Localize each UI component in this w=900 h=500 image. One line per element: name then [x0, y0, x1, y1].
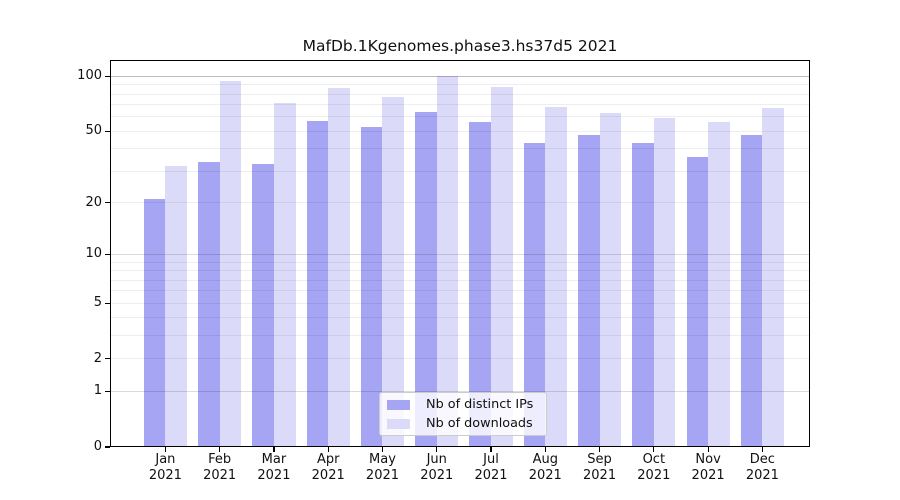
bar-distinct-ips-nov: [686, 157, 709, 447]
bar-downloads-apr: [328, 87, 350, 447]
y-tick-label-10: 10: [85, 246, 102, 262]
gridline-2: [110, 358, 810, 360]
bar-downloads-feb: [219, 80, 242, 447]
chart-title: MafDb.1Kgenomes.phase3.hs37d5 2021: [302, 37, 618, 55]
y-tick-label-20: 20: [85, 194, 102, 210]
x-tick-mark: [219, 447, 221, 452]
gridline-9: [110, 261, 810, 263]
gridline-90: [110, 84, 810, 86]
legend-swatch-distinct-ips: [387, 399, 410, 410]
bar-downloads-jul: [491, 86, 513, 447]
x-tick-mark: [327, 447, 329, 452]
y-tick-label-2: 2: [93, 350, 102, 366]
x-tick-label-mar: Mar 2021: [257, 452, 291, 483]
x-tick-mark: [490, 447, 492, 452]
legend-item-distinct-ips: Nb of distinct IPs: [380, 395, 546, 414]
gridline-30: [110, 170, 810, 172]
x-tick-mark: [598, 447, 601, 452]
gridline-4: [110, 317, 810, 319]
y-tick-mark: [105, 446, 110, 448]
legend-swatch-downloads: [387, 418, 410, 429]
y-tick-label-50: 50: [85, 123, 102, 139]
bar-distinct-ips-apr: [306, 120, 329, 447]
y-tick-label-1: 1: [93, 383, 102, 399]
x-tick-label-nov: Nov 2021: [691, 452, 725, 483]
gridline-1: [110, 390, 810, 392]
gridline-50: [110, 130, 810, 132]
gridline-20: [110, 202, 810, 204]
gridline-40: [110, 148, 810, 150]
y-tick-mark: [105, 390, 110, 392]
bar-downloads-nov: [708, 122, 730, 447]
x-tick-mark: [707, 447, 709, 452]
y-tick-mark: [105, 253, 110, 256]
y-tick-label-100: 100: [77, 68, 102, 84]
bar-distinct-ips-may: [360, 126, 383, 447]
y-tick-mark: [105, 302, 110, 304]
x-tick-label-jun: Jun 2021: [420, 452, 454, 483]
bar-downloads-oct: [653, 118, 676, 447]
bar-distinct-ips-jan: [143, 198, 166, 447]
bar-downloads-dec: [762, 108, 784, 447]
x-tick-label-oct: Oct 2021: [637, 452, 671, 483]
y-tick-mark: [105, 130, 110, 132]
legend-item-downloads: Nb of downloads: [380, 414, 546, 433]
gridline-100: [110, 75, 810, 77]
y-tick-mark: [105, 201, 110, 204]
y-tick-mark: [105, 75, 110, 77]
bar-distinct-ips-aug: [523, 143, 546, 447]
y-tick-mark: [105, 358, 110, 360]
bar-distinct-ips-jun: [415, 111, 437, 447]
x-tick-label-dec: Dec 2021: [745, 452, 779, 483]
plot-area: Nb of distinct IPs Nb of downloads: [110, 60, 810, 447]
x-tick-mark: [164, 447, 166, 452]
y-tick-label-5: 5: [93, 295, 102, 311]
x-tick-mark: [436, 447, 438, 452]
x-tick-mark: [761, 447, 763, 452]
bar-downloads-jun: [436, 76, 459, 447]
bar-downloads-jan: [165, 166, 187, 447]
x-tick-label-jul: Jul 2021: [474, 452, 508, 483]
x-tick-label-feb: Feb 2021: [203, 452, 237, 483]
bar-distinct-ips-oct: [632, 143, 654, 447]
gridline-5: [110, 302, 810, 304]
x-tick-label-jan: Jan 2021: [148, 452, 182, 483]
x-tick-mark: [544, 447, 546, 452]
bar-downloads-may: [382, 97, 405, 447]
bar-downloads-aug: [545, 107, 567, 447]
bar-distinct-ips-dec: [740, 134, 763, 447]
gridline-60: [110, 116, 810, 118]
legend-label-distinct-ips: Nb of distinct IPs: [426, 397, 534, 412]
x-tick-mark: [273, 447, 275, 452]
bar-distinct-ips-sep: [577, 134, 600, 447]
x-tick-label-sep: Sep 2021: [583, 452, 617, 483]
x-tick-mark: [653, 447, 655, 452]
bar-distinct-ips-feb: [198, 161, 220, 447]
bar-distinct-ips-mar: [252, 163, 274, 447]
gridline-7: [110, 279, 810, 281]
bar-downloads-mar: [273, 102, 296, 447]
gridline-6: [110, 290, 810, 292]
bar-distinct-ips-jul: [469, 122, 491, 447]
x-tick-label-aug: Aug 2021: [528, 452, 562, 483]
gridline-70: [110, 104, 810, 106]
x-tick-label-may: May 2021: [365, 452, 400, 483]
legend: Nb of distinct IPs Nb of downloads: [379, 392, 547, 436]
gridline-10: [110, 253, 810, 255]
y-tick-label-0: 0: [93, 439, 102, 454]
bar-downloads-sep: [599, 113, 622, 447]
legend-label-downloads: Nb of downloads: [426, 416, 533, 431]
gridline-3: [110, 335, 810, 337]
gridline-8: [110, 270, 810, 272]
x-tick-mark: [381, 447, 384, 452]
gridline-80: [110, 93, 810, 95]
x-tick-label-apr: Apr 2021: [311, 452, 345, 483]
